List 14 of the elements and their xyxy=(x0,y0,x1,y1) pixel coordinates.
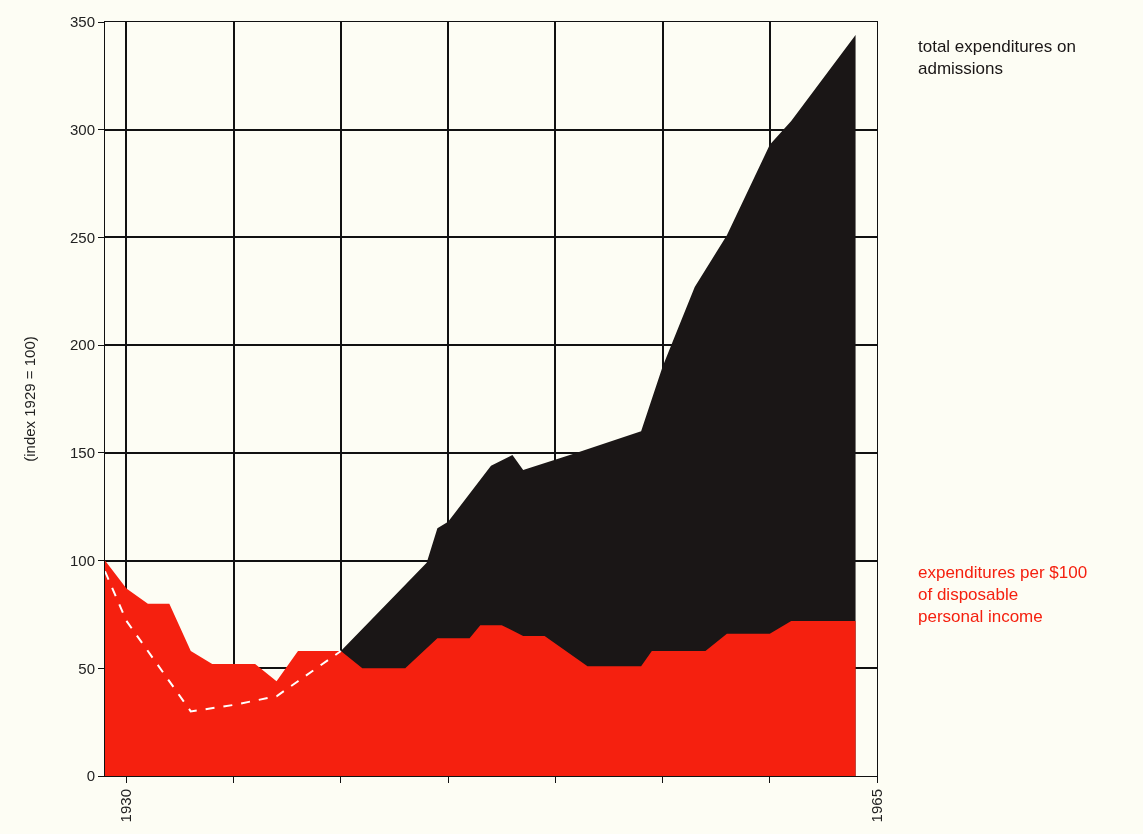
y-tick-label: 50 xyxy=(78,659,95,677)
y-tick-label: 150 xyxy=(69,444,95,462)
y-tick-label: 200 xyxy=(69,336,95,354)
x-tick-label: 1930 xyxy=(117,789,135,823)
y-tick-label: 100 xyxy=(69,551,95,569)
y-tick-label: 350 xyxy=(69,13,95,31)
line-series xyxy=(105,570,342,713)
x-tick-label: 1965 xyxy=(867,789,885,823)
text: expenditures per $100 of disposable personal income xyxy=(918,563,1088,627)
y-tick-label: 300 xyxy=(69,120,95,138)
y-tick-label: 250 xyxy=(69,228,95,246)
text: total expenditures on admissions xyxy=(918,37,1076,79)
y-axis-title: (index 1929 = 100) xyxy=(21,336,39,462)
y-tick-label: 0 xyxy=(86,767,95,785)
